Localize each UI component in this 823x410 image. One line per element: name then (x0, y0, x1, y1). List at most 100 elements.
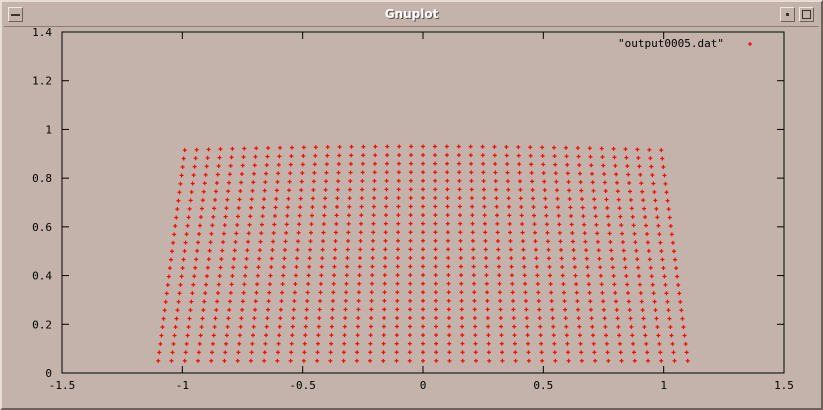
data-point (270, 248, 275, 253)
minimize-button[interactable] (780, 7, 795, 22)
data-point (336, 170, 341, 175)
data-point (171, 240, 176, 245)
menu-icon (11, 14, 20, 16)
data-point (659, 358, 664, 363)
data-point (262, 358, 267, 363)
data-point (180, 265, 185, 270)
data-point (665, 299, 670, 304)
data-point (368, 341, 373, 346)
data-point (668, 223, 673, 228)
data-point (615, 189, 620, 194)
data-point (577, 171, 582, 176)
data-point (591, 188, 596, 193)
data-point (243, 265, 248, 270)
data-point (257, 256, 262, 261)
data-point (637, 274, 642, 279)
data-point (564, 333, 569, 338)
data-point (674, 266, 679, 271)
data-point (310, 196, 315, 201)
data-point (337, 144, 342, 149)
data-point (574, 290, 579, 295)
window-menu-button[interactable] (8, 7, 23, 22)
data-point (332, 273, 337, 278)
x-axis-ticks: -1.5 -1 -0.5 0 0.5 1 1.5 (49, 32, 794, 392)
data-point (495, 213, 500, 218)
data-point (481, 187, 486, 192)
data-point (496, 247, 501, 252)
data-point (483, 238, 488, 243)
data-point (408, 247, 413, 252)
data-point (635, 147, 640, 152)
data-point (588, 307, 593, 312)
data-point (228, 290, 233, 295)
data-point (539, 350, 544, 355)
data-point (537, 316, 542, 321)
data-point (229, 155, 234, 160)
data-point (586, 282, 591, 287)
data-point (459, 307, 464, 312)
data-point (601, 299, 606, 304)
data-point (670, 341, 675, 346)
data-point (469, 170, 474, 175)
data-point (262, 188, 267, 193)
data-point (421, 161, 425, 166)
data-point (592, 350, 597, 355)
data-point (251, 171, 256, 176)
data-point (447, 358, 452, 363)
data-point (272, 222, 277, 227)
data-point (240, 307, 245, 312)
data-point (563, 316, 568, 321)
data-point (287, 179, 292, 184)
data-point (301, 358, 306, 363)
data-point (317, 307, 322, 312)
y-tick-label: 1.4 (32, 26, 52, 39)
data-point (335, 204, 340, 209)
data-point (538, 333, 543, 338)
data-point (421, 238, 425, 243)
data-point (457, 187, 462, 192)
data-point (458, 221, 463, 226)
data-point (472, 315, 477, 320)
data-point (445, 238, 450, 243)
data-point (585, 265, 590, 270)
data-point (650, 173, 655, 178)
data-point (220, 248, 225, 253)
data-point (266, 146, 271, 151)
data-point (344, 273, 349, 278)
data-point (638, 291, 643, 296)
window-title: Gnuplot (384, 7, 439, 21)
data-point (269, 256, 274, 261)
data-point (230, 273, 235, 278)
data-point (331, 290, 336, 295)
data-point (679, 308, 684, 313)
data-point (617, 206, 622, 211)
data-point (565, 341, 570, 346)
data-point (569, 222, 574, 227)
data-point (292, 290, 297, 295)
maximize-button[interactable] (799, 7, 814, 22)
data-point (190, 181, 195, 186)
data-point (647, 147, 652, 152)
data-point (572, 256, 577, 261)
data-point (382, 315, 387, 320)
data-point (495, 221, 500, 226)
data-point (265, 307, 270, 312)
data-point (627, 307, 632, 312)
data-point (589, 163, 594, 168)
data-point (160, 325, 165, 330)
data-point (273, 205, 278, 210)
data-point (395, 247, 400, 252)
data-point (577, 163, 582, 168)
title-bar[interactable]: Gnuplot (4, 4, 819, 27)
data-point (525, 324, 530, 329)
data-point (212, 206, 217, 211)
data-point (552, 350, 557, 355)
data-point (618, 350, 623, 355)
data-point (200, 316, 205, 321)
data-point (460, 324, 465, 329)
data-point (281, 273, 286, 278)
data-point (433, 290, 438, 295)
data-point (630, 214, 635, 219)
data-point (396, 204, 401, 209)
data-point (271, 231, 276, 236)
